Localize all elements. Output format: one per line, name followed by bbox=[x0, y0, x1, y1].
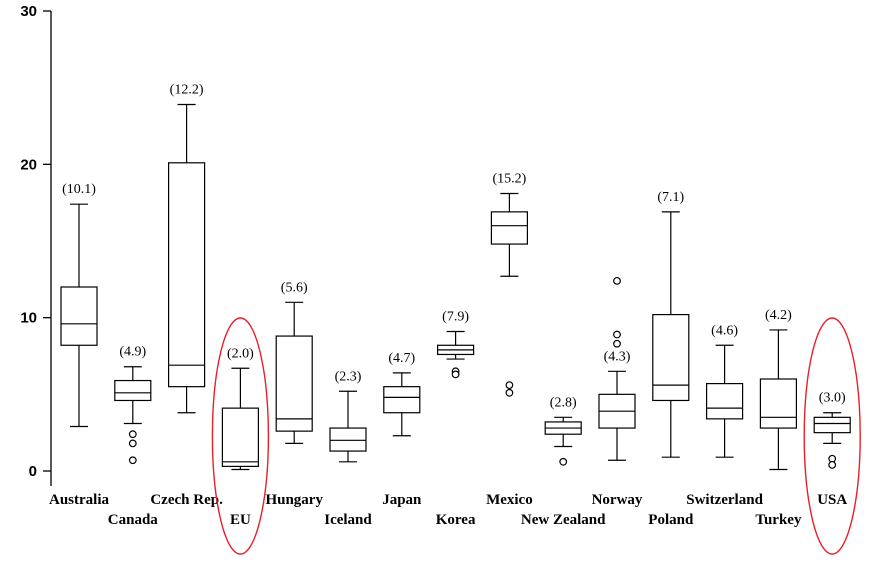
box-plot-norway bbox=[598, 276, 636, 461]
category-label: Iceland bbox=[324, 512, 372, 528]
category-label: Canada bbox=[108, 512, 159, 528]
mean-label: (4.6) bbox=[711, 323, 738, 338]
y-tick-label: 30 bbox=[20, 3, 37, 20]
mean-label: (4.3) bbox=[604, 349, 631, 364]
outlier-point bbox=[505, 388, 514, 397]
outlier-point bbox=[613, 339, 621, 348]
category-label: New Zealand bbox=[521, 512, 606, 528]
outlier-point bbox=[828, 460, 837, 469]
category-label: Czech Rep. bbox=[150, 492, 223, 508]
box-iqr bbox=[114, 379, 152, 402]
mean-label: (4.7) bbox=[388, 351, 415, 366]
outlier-point bbox=[505, 381, 514, 390]
box-plot-eu bbox=[221, 367, 259, 471]
mean-label: (12.2) bbox=[170, 83, 204, 98]
category-label: Norway bbox=[592, 492, 643, 508]
mean-label: (15.2) bbox=[492, 171, 526, 186]
box-plot-usa bbox=[813, 412, 851, 469]
category-label: Australia bbox=[49, 492, 110, 508]
category-label: USA bbox=[817, 492, 847, 508]
category-label: Hungary bbox=[265, 492, 323, 508]
mean-label: (2.8) bbox=[550, 395, 577, 410]
box-plot-australia bbox=[60, 203, 98, 428]
category-label: Japan bbox=[382, 492, 422, 508]
category-label: Switzerland bbox=[686, 492, 763, 508]
y-tick-label: 10 bbox=[20, 310, 37, 327]
box-plot-poland bbox=[652, 211, 690, 458]
box-iqr bbox=[60, 286, 98, 346]
mean-label: (3.0) bbox=[819, 391, 846, 406]
box-iqr bbox=[759, 378, 798, 429]
mean-label: (2.0) bbox=[227, 346, 254, 361]
box-plot-czech-rep bbox=[168, 103, 206, 414]
outlier-point bbox=[613, 276, 621, 285]
box-plot-japan bbox=[383, 372, 421, 437]
category-label: Poland bbox=[648, 512, 694, 528]
mean-label: (4.9) bbox=[119, 345, 146, 360]
mean-label: (7.1) bbox=[657, 190, 684, 205]
category-label: Turkey bbox=[755, 512, 802, 528]
y-tick-label: 20 bbox=[20, 156, 37, 173]
box-plot-korea bbox=[437, 330, 475, 379]
box-iqr bbox=[221, 407, 259, 467]
outlier-point bbox=[451, 370, 460, 379]
box-plot-canada bbox=[114, 366, 152, 465]
mean-label: (2.3) bbox=[335, 369, 362, 384]
box-plot-switzerland bbox=[705, 344, 744, 458]
outlier-point bbox=[613, 330, 621, 339]
box-iqr bbox=[383, 386, 421, 414]
box-iqr bbox=[813, 416, 851, 434]
box-plot-new-zealand bbox=[544, 416, 582, 466]
box-iqr bbox=[275, 335, 313, 432]
box-iqr bbox=[490, 211, 528, 245]
outlier-point bbox=[559, 457, 568, 466]
y-tick-label: 0 bbox=[29, 463, 37, 480]
mean-label: (10.1) bbox=[62, 182, 96, 197]
box-plot-hungary bbox=[275, 301, 313, 444]
outlier-point bbox=[128, 439, 137, 448]
highlight-ellipse bbox=[211, 317, 270, 555]
boxes-group bbox=[60, 103, 851, 471]
box-plot-mexico bbox=[490, 192, 528, 397]
box-plot-iceland bbox=[329, 390, 367, 463]
highlights-group bbox=[211, 317, 861, 555]
category-label: EU bbox=[230, 512, 251, 528]
box-plot-turkey bbox=[759, 329, 798, 471]
mean-label: (4.2) bbox=[765, 308, 792, 323]
category-label: Korea bbox=[436, 512, 476, 528]
mean-label: (5.6) bbox=[281, 280, 308, 295]
box-iqr bbox=[329, 427, 367, 452]
box-iqr bbox=[168, 162, 206, 388]
labels-group: (10.1) Australia (4.9) Canada (12.2) Czech Re… bbox=[49, 83, 847, 528]
mean-label: (7.9) bbox=[442, 309, 469, 324]
axes-group: 0 10 20 30 bbox=[20, 3, 52, 486]
outlier-point bbox=[128, 456, 137, 465]
box-iqr bbox=[705, 383, 744, 420]
highlight-ellipse bbox=[803, 317, 861, 555]
category-label: Mexico bbox=[486, 492, 533, 508]
box-iqr bbox=[652, 314, 690, 402]
outlier-point bbox=[128, 430, 137, 439]
